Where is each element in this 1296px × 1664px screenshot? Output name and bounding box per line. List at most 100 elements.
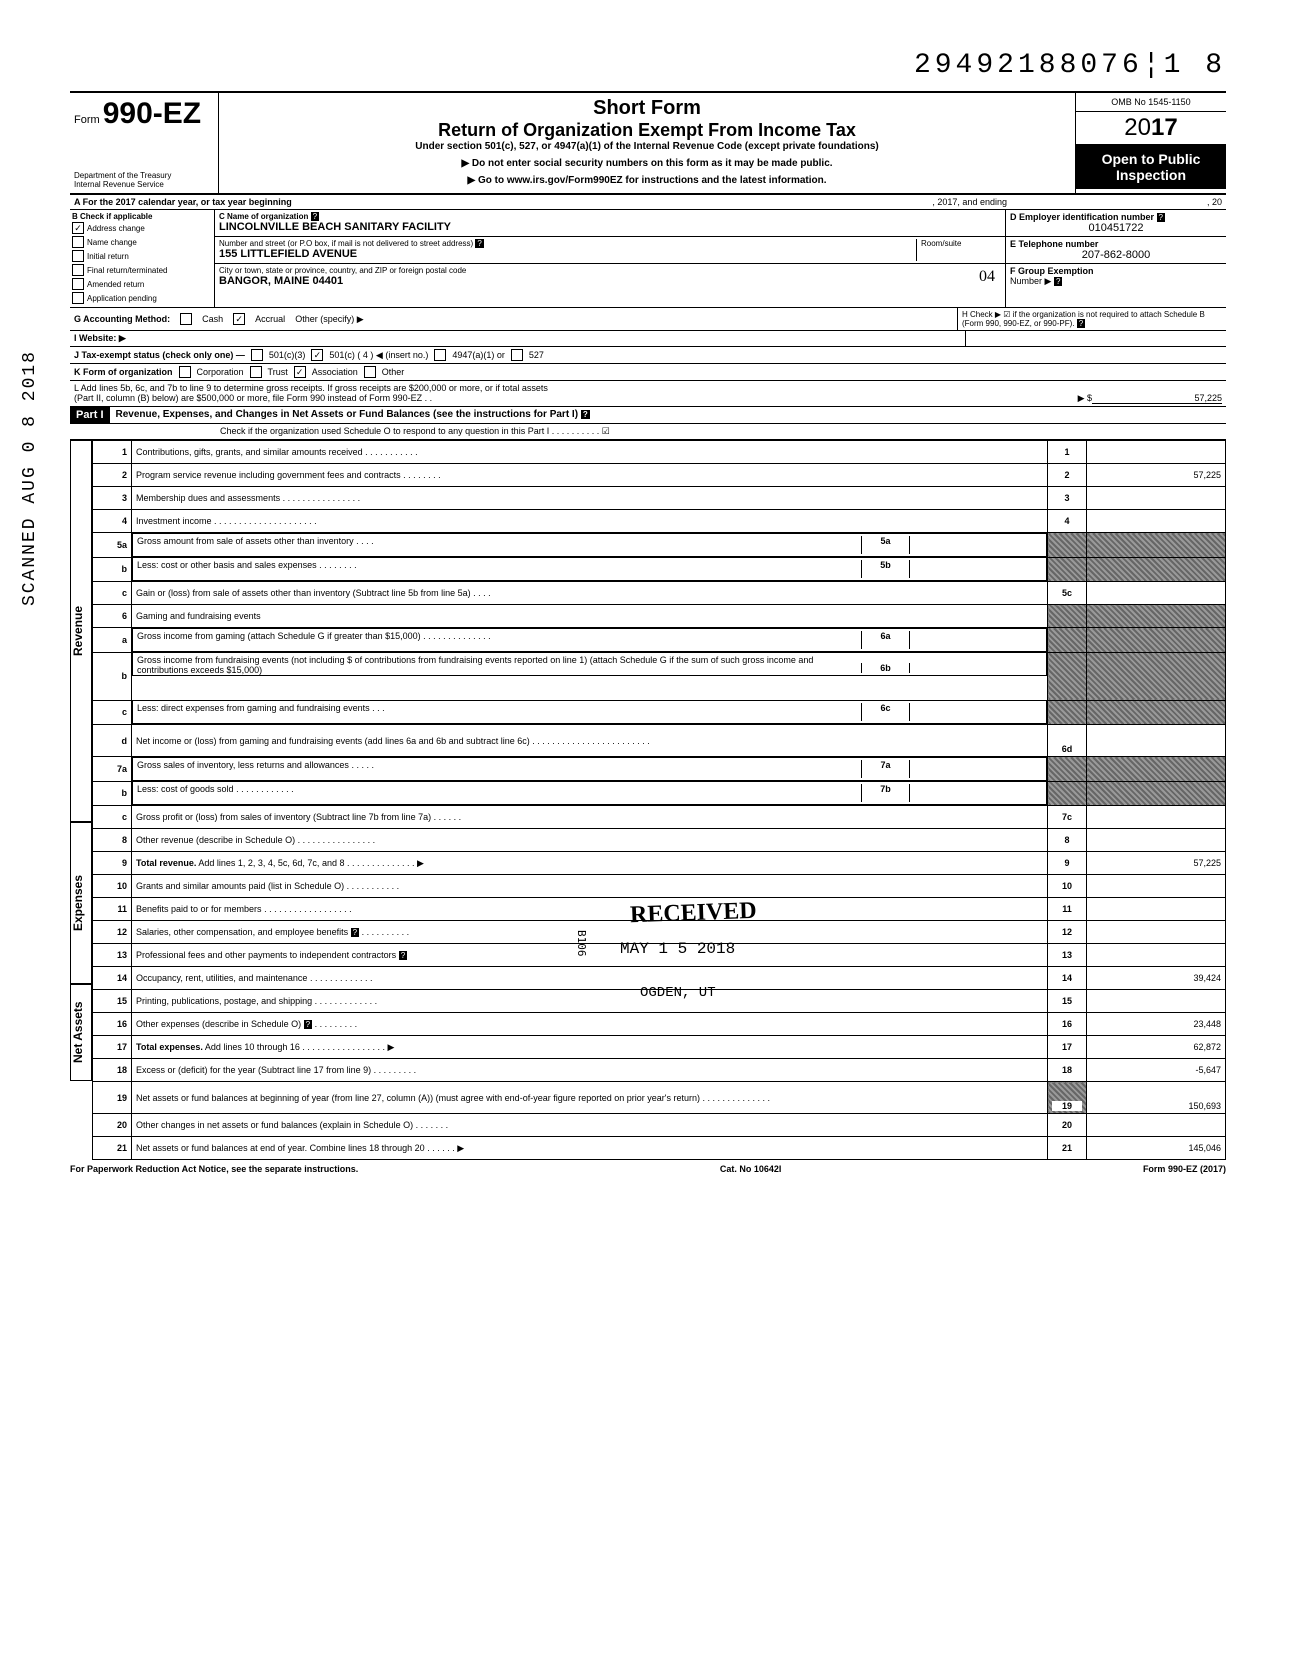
help-icon[interactable]: ?: [399, 951, 407, 960]
org-name-label: C Name of organization: [219, 212, 308, 221]
chk-corporation[interactable]: [179, 366, 191, 378]
trust-label: Trust: [268, 367, 288, 377]
open-public-badge: Open to Public Inspection: [1076, 145, 1226, 189]
street-value: 155 LITTLEFIELD AVENUE: [219, 248, 916, 260]
help-icon[interactable]: ?: [311, 212, 319, 221]
line-9: 9Total revenue. Add lines 1, 2, 3, 4, 5c…: [93, 852, 1226, 875]
help-icon[interactable]: ?: [351, 928, 359, 937]
chk-other[interactable]: [364, 366, 376, 378]
line-6: 6Gaming and fundraising events: [93, 605, 1226, 628]
accounting-label: G Accounting Method:: [74, 314, 170, 324]
row-a-label: A For the 2017 calendar year, or tax yea…: [74, 197, 292, 207]
help-icon[interactable]: ?: [1054, 277, 1062, 286]
row-i-website: I Website: ▶: [70, 331, 965, 347]
footer-left: For Paperwork Reduction Act Notice, see …: [70, 1164, 358, 1174]
chk-527[interactable]: [511, 349, 523, 361]
tax-year: 2017: [1076, 112, 1226, 145]
part1-badge: Part I: [70, 407, 110, 423]
part1-header-row: Part I Revenue, Expenses, and Changes in…: [70, 407, 1226, 424]
other-specify: Other (specify) ▶: [295, 314, 363, 325]
row-l-line2: (Part II, column (B) below) are $500,000…: [74, 393, 432, 404]
tel-value: 207-862-8000: [1010, 249, 1222, 261]
line-8: 8Other revenue (describe in Schedule O) …: [93, 829, 1226, 852]
chk-address-change[interactable]: ✓Address change: [72, 221, 212, 235]
accrual-label: Accrual: [255, 314, 285, 324]
line-19: 19Net assets or fund balances at beginni…: [93, 1082, 1226, 1114]
row-k-form-org: K Form of organization Corporation Trust…: [70, 364, 1226, 381]
help-icon[interactable]: ?: [1157, 213, 1165, 222]
footer-cat-no: Cat. No 10642I: [720, 1164, 782, 1174]
tel-label: E Telephone number: [1010, 239, 1222, 249]
corp-label: Corporation: [197, 367, 244, 377]
row-h-schedule-b: H Check ▶ ☑ if the organization is not r…: [957, 308, 1226, 330]
row-a-tax-year: A For the 2017 calendar year, or tax yea…: [70, 195, 1226, 210]
line-6a: aGross income from gaming (attach Schedu…: [93, 628, 1226, 653]
line-18: 18Excess or (deficit) for the year (Subt…: [93, 1059, 1226, 1082]
stamp-date: MAY 1 5 2018: [620, 940, 735, 958]
received-stamp: RECEIVED: [630, 898, 758, 929]
other-label: Other: [382, 367, 405, 377]
ein-label: D Employer identification number: [1010, 212, 1154, 222]
help-icon[interactable]: ?: [1077, 319, 1085, 328]
form-org-label: K Form of organization: [74, 367, 173, 377]
stamp-ogden: OGDEN, UT: [640, 985, 716, 1001]
chk-4947[interactable]: [434, 349, 446, 361]
line-6d: dNet income or (loss) from gaming and fu…: [93, 725, 1226, 757]
row-l-line1: L Add lines 5b, 6c, and 7b to line 9 to …: [74, 383, 1222, 393]
main-form-table: 1Contributions, gifts, grants, and simil…: [92, 440, 1226, 1160]
return-title: Return of Organization Exempt From Incom…: [229, 120, 1065, 141]
col-d-ein-tel: D Employer identification number ? 01045…: [1006, 210, 1226, 307]
website-label: I Website: ▶: [74, 333, 126, 344]
chk-initial-return[interactable]: Initial return: [72, 249, 212, 263]
opt-501c3: 501(c)(3): [269, 350, 306, 360]
chk-label: Name change: [87, 238, 137, 247]
footer-right: Form 990-EZ (2017): [1143, 1164, 1226, 1174]
form-prefix: Form: [74, 114, 100, 126]
help-icon[interactable]: ?: [304, 1020, 312, 1029]
chk-trust[interactable]: [250, 366, 262, 378]
year-bold: 17: [1151, 114, 1178, 141]
room-label: Room/suite: [921, 239, 1001, 248]
document-id: 29492188076¦1 8: [70, 50, 1226, 81]
form-header: Form 990-EZ Department of the Treasury I…: [70, 91, 1226, 195]
goto-link: ▶ Go to www.irs.gov/Form990EZ for instru…: [229, 175, 1065, 186]
line-10: 10Grants and similar amounts paid (list …: [93, 875, 1226, 898]
tax-status-label: J Tax-exempt status (check only one) —: [74, 350, 245, 360]
chk-accrual[interactable]: ✓: [233, 313, 245, 325]
line-20: 20Other changes in net assets or fund ba…: [93, 1114, 1226, 1137]
row-l-gross-receipts: L Add lines 5b, 6c, and 7b to line 9 to …: [70, 381, 1226, 407]
line-5c: cGain or (loss) from sale of assets othe…: [93, 582, 1226, 605]
line-16: 16Other expenses (describe in Schedule O…: [93, 1013, 1226, 1036]
line-6c: cLess: direct expenses from gaming and f…: [93, 700, 1226, 725]
scanned-stamp: SCANNED AUG 0 8 2018: [20, 350, 40, 606]
part1-subline: Check if the organization used Schedule …: [70, 424, 1226, 440]
ssn-warning: ▶ Do not enter social security numbers o…: [229, 158, 1065, 169]
line-5a: 5aGross amount from sale of assets other…: [93, 533, 1226, 558]
line-7c: cGross profit or (loss) from sales of in…: [93, 806, 1226, 829]
section-b-header: B Check if applicable: [72, 212, 212, 221]
chk-cash[interactable]: [180, 313, 192, 325]
chk-501c3[interactable]: [251, 349, 263, 361]
row-l-arrow: ▶ $: [1078, 393, 1092, 404]
city-label: City or town, state or province, country…: [219, 266, 1001, 275]
help-icon[interactable]: ?: [475, 239, 483, 248]
opt-501c: 501(c) ( 4 ) ◀ (insert no.): [329, 350, 428, 361]
row-j-tax-status: J Tax-exempt status (check only one) — 5…: [70, 347, 1226, 364]
line-17: 17Total expenses. Add lines 10 through 1…: [93, 1036, 1226, 1059]
chk-amended-return[interactable]: Amended return: [72, 277, 212, 291]
form-footer: For Paperwork Reduction Act Notice, see …: [70, 1160, 1226, 1174]
chk-name-change[interactable]: Name change: [72, 235, 212, 249]
chk-application-pending[interactable]: Application pending: [72, 291, 212, 305]
line-6b: bGross income from fundraising events (n…: [93, 652, 1226, 700]
org-name-value: LINCOLNVILLE BEACH SANITARY FACILITY: [219, 221, 1001, 233]
help-icon[interactable]: ?: [581, 410, 590, 419]
line-5b: bLess: cost or other basis and sales exp…: [93, 557, 1226, 582]
line-7a: 7aGross sales of inventory, less returns…: [93, 757, 1226, 782]
opt-527: 527: [529, 350, 544, 360]
chk-501c[interactable]: ✓: [311, 349, 323, 361]
chk-association[interactable]: ✓: [294, 366, 306, 378]
col-c-org-info: C Name of organization ? LINCOLNVILLE BE…: [215, 210, 1006, 307]
group-exemption-label: F Group Exemption: [1010, 266, 1094, 276]
chk-final-return[interactable]: Final return/terminated: [72, 263, 212, 277]
row-a-end: , 20: [1207, 197, 1222, 207]
